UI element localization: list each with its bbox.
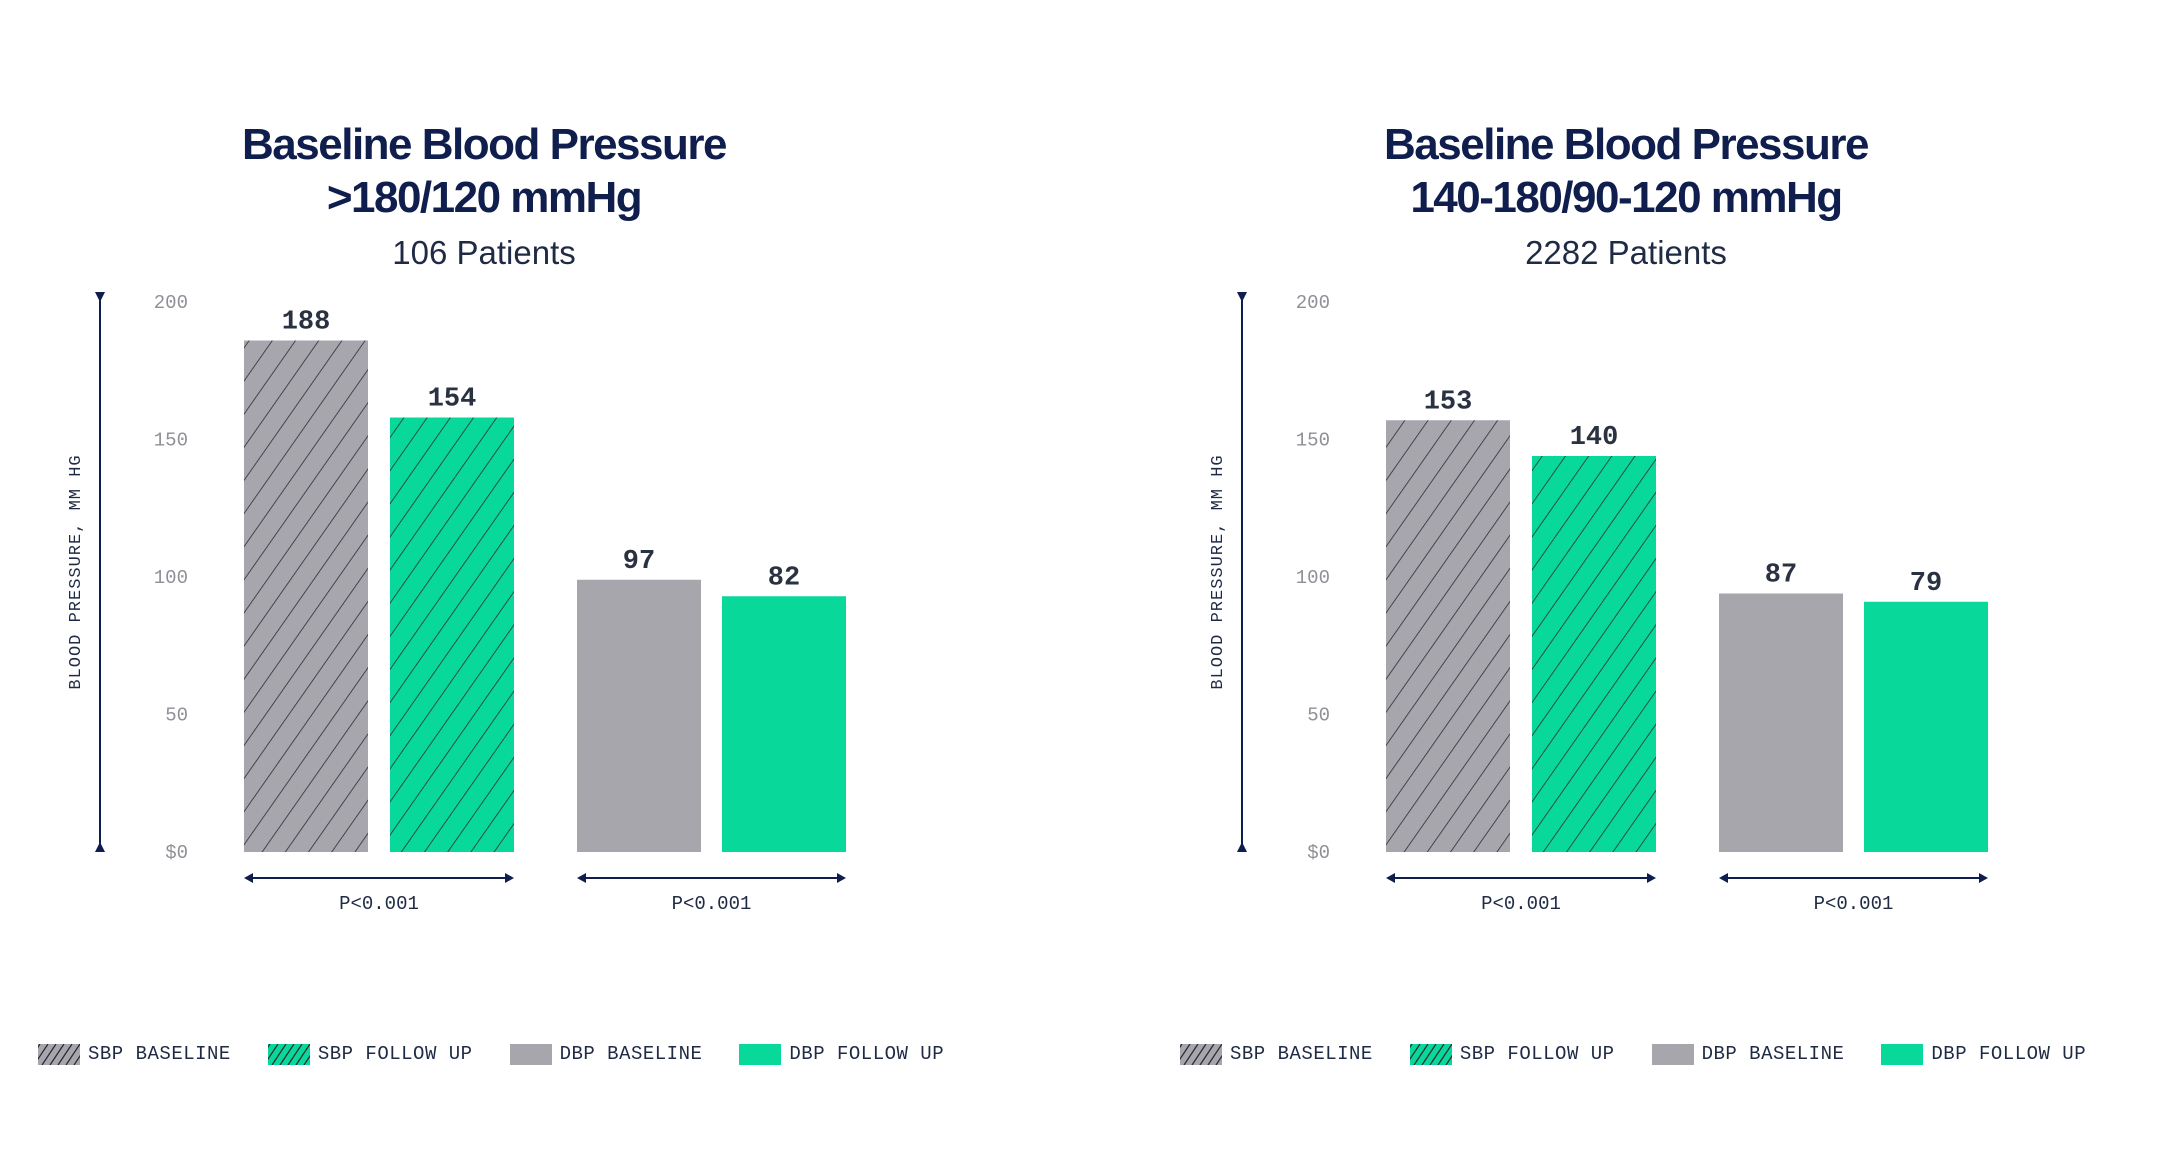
legend-swatch	[267, 1043, 310, 1065]
bar-sbp-follow-up	[390, 417, 514, 852]
bar-sbp-baseline	[244, 340, 368, 852]
bar-sbp-baseline	[1386, 420, 1510, 852]
p-value-label: P<0.001	[1481, 893, 1561, 915]
bar-value-label: 87	[1765, 561, 1797, 591]
legend: SBP BASELINE SBP FOLLOW UP DBP BASELINE DBP…	[1180, 1043, 2123, 1065]
legend-item: SBP BASELINE	[38, 1043, 231, 1065]
legend-item: DBP FOLLOW UP	[1881, 1043, 2086, 1065]
y-tick-label: 200	[1296, 292, 1330, 314]
legend-label: SBP FOLLOW UP	[317, 1043, 473, 1065]
bar-value-label: 140	[1570, 423, 1619, 453]
legend-swatch	[1180, 1043, 1222, 1065]
legend-item: SBP FOLLOW UP	[267, 1043, 473, 1065]
y-tick-label: 100	[154, 567, 188, 589]
bracket-arrow-left	[244, 873, 253, 883]
bar-value-label: 82	[768, 563, 800, 593]
y-tick-label: 150	[1296, 430, 1330, 452]
chart-title-line2: 140-180/90-120 mmHg	[1410, 173, 1843, 222]
bracket-arrow-right	[837, 873, 846, 883]
bar-value-label: 79	[1910, 569, 1942, 599]
bar-dbp-baseline	[577, 579, 701, 852]
bar-chart: BLOOD PRESSURE, MM HG $0 50 100 150 200 153 140…	[1209, 292, 1988, 915]
legend-label: SBP FOLLOW UP	[1459, 1043, 1615, 1065]
legend-swatch	[1651, 1043, 1694, 1065]
y-tick-label: $0	[1307, 842, 1330, 864]
y-tick-label: 50	[165, 705, 188, 727]
chart-title-line1: Baseline Blood Pressure	[242, 120, 727, 169]
bar-chart: BLOOD PRESSURE, MM HG $0 50 100 150 200 188 154…	[67, 292, 846, 915]
legend: SBP BASELINE SBP FOLLOW UP DBP BASELINE DBP…	[38, 1043, 981, 1065]
bracket-arrow-left	[577, 873, 586, 883]
chart-panel-moderate: Baseline Blood Pressure 140-180/90-120 m…	[1142, 0, 2184, 1160]
bracket-arrow-right	[1979, 873, 1988, 883]
legend-swatch	[1881, 1043, 1924, 1065]
legend-label: DBP FOLLOW UP	[1931, 1043, 2087, 1065]
bracket-arrow-left	[1386, 873, 1395, 883]
legend-label: DBP FOLLOW UP	[789, 1043, 945, 1065]
bracket-arrow-right	[1647, 873, 1656, 883]
legend-item: DBP BASELINE	[509, 1043, 703, 1065]
y-axis-arrow-top	[95, 292, 105, 302]
legend-label: DBP BASELINE	[559, 1043, 703, 1065]
chart-title-line2: >180/120 mmHg	[326, 173, 643, 222]
y-tick-label: 100	[1296, 567, 1330, 589]
bracket-arrow-left	[1719, 873, 1728, 883]
y-tick-label: $0	[165, 842, 188, 864]
y-axis-label: BLOOD PRESSURE, MM HG	[1209, 454, 1228, 689]
p-value-label: P<0.001	[339, 893, 419, 915]
chart-subtitle: 106 Patients	[392, 234, 576, 271]
bar-dbp-baseline	[1719, 593, 1843, 852]
bar-dbp-follow-up	[722, 596, 846, 852]
legend-swatch	[739, 1043, 782, 1065]
chart-title: Baseline Blood Pressure 140-180/90-120 m…	[1142, 118, 2110, 224]
y-tick-label: 150	[154, 430, 188, 452]
bracket-arrow-right	[505, 873, 514, 883]
y-tick-label: 200	[154, 292, 188, 314]
chart-title-line1: Baseline Blood Pressure	[1384, 120, 1869, 169]
y-axis-label: BLOOD PRESSURE, MM HG	[67, 454, 86, 689]
legend-label: DBP BASELINE	[1701, 1043, 1845, 1065]
chart-panel-severe: Baseline Blood Pressure >180/120 mmHg 10…	[0, 118, 981, 1065]
legend-item: SBP BASELINE	[1180, 1043, 1373, 1065]
legend-swatch	[509, 1043, 552, 1065]
p-value-label: P<0.001	[1814, 893, 1894, 915]
bar-sbp-follow-up	[1532, 456, 1656, 852]
legend-label: SBP BASELINE	[1230, 1043, 1373, 1065]
y-tick-label: 50	[1307, 705, 1330, 727]
legend-swatch	[1409, 1043, 1452, 1065]
bar-dbp-follow-up	[1864, 601, 1988, 852]
chart-title: Baseline Blood Pressure >180/120 mmHg	[0, 118, 968, 224]
bar-value-label: 97	[623, 547, 655, 577]
y-axis-arrow-bottom	[1237, 842, 1247, 852]
legend-item: SBP FOLLOW UP	[1409, 1043, 1615, 1065]
legend-item: DBP FOLLOW UP	[739, 1043, 944, 1065]
legend-item: DBP BASELINE	[1651, 1043, 1845, 1065]
p-value-label: P<0.001	[672, 893, 752, 915]
bar-value-label: 154	[428, 385, 477, 415]
legend-label: SBP BASELINE	[88, 1043, 231, 1065]
y-axis-arrow-top	[1237, 292, 1247, 302]
chart-subtitle: 2282 Patients	[1525, 234, 1727, 271]
legend-swatch	[38, 1043, 80, 1065]
y-axis-arrow-bottom	[95, 842, 105, 852]
bar-value-label: 153	[1424, 387, 1473, 417]
bar-value-label: 188	[282, 308, 331, 338]
